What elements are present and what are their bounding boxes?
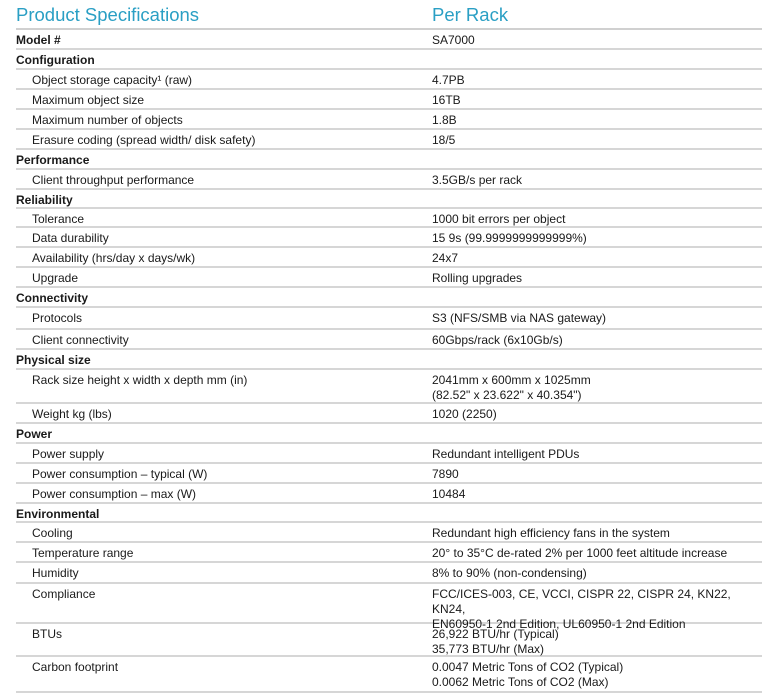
row-value: S3 (NFS/SMB via NAS gateway) xyxy=(432,311,607,325)
section-row: Environmental xyxy=(16,504,762,523)
table-row: Upgrade Rolling upgrades xyxy=(16,268,762,288)
row-value: 1000 bit errors per object xyxy=(432,212,566,226)
row-value: Redundant intelligent PDUs xyxy=(432,447,580,461)
row-label: Object storage capacity¹ (raw) xyxy=(32,73,193,87)
row-label: Protocols xyxy=(32,311,83,325)
table-header: Product Specifications Per Rack xyxy=(16,0,762,30)
row-label: Configuration xyxy=(16,53,95,67)
table-row: Humidity 8% to 90% (non-condensing) xyxy=(16,563,762,584)
spec-table: Model # SA7000 Configuration Object storage… xyxy=(16,30,762,693)
row-label: Physical size xyxy=(16,353,91,367)
row-value: 1020 (2250) xyxy=(432,407,497,421)
row-value: Rolling upgrades xyxy=(432,271,523,285)
row-value: 1.8B xyxy=(432,113,457,127)
row-label: Power xyxy=(16,427,53,441)
row-label: Environmental xyxy=(16,507,100,521)
row-label: Reliability xyxy=(16,193,73,207)
row-value: 60Gbps/rack (6x10Gb/s) xyxy=(432,333,563,347)
table-row: Client throughput performance 3.5GB/s per… xyxy=(16,170,762,190)
page-title: Product Specifications xyxy=(16,4,200,25)
row-label: Rack size height x width x depth mm (in) xyxy=(32,373,248,387)
row-label: Performance xyxy=(16,153,90,167)
row-label: Power supply xyxy=(32,447,105,461)
row-label: Carbon footprint xyxy=(32,660,119,674)
section-row: Reliability xyxy=(16,190,762,209)
row-label: Connectivity xyxy=(16,291,89,305)
table-row: Object storage capacity¹ (raw) 4.7PB xyxy=(16,70,762,90)
table-row: Power consumption – typical (W) 7890 xyxy=(16,464,762,484)
table-row: Data durability 15 9s (99.9999999999999%) xyxy=(16,228,762,248)
row-label: Weight kg (lbs) xyxy=(32,407,112,421)
table-row: Rack size height x width x depth mm (in)… xyxy=(16,370,762,404)
table-row: Power consumption – max (W) 10484 xyxy=(16,484,762,504)
row-value: FCC/ICES-003, CE, VCCI, CISPR 22, CISPR … xyxy=(432,587,731,631)
section-row: Performance xyxy=(16,150,762,170)
row-label: Client throughput performance xyxy=(32,173,195,187)
row-label: Model # xyxy=(16,33,61,47)
row-label: Power consumption – typical (W) xyxy=(32,467,208,481)
row-label: Client connectivity xyxy=(32,333,129,347)
row-label: Availability (hrs/day x days/wk) xyxy=(32,251,196,265)
table-row: Temperature range 20° to 35°C de-rated 2%… xyxy=(16,543,762,563)
table-row: Tolerance 1000 bit errors per object xyxy=(16,209,762,228)
row-label: Humidity xyxy=(32,566,79,580)
row-value: 2041mm x 600mm x 1025mm (82.52" x 23.622… xyxy=(432,373,591,402)
section-row: Power xyxy=(16,424,762,444)
table-row: Maximum object size 16TB xyxy=(16,90,762,110)
row-label: Tolerance xyxy=(32,212,85,226)
row-label: Power consumption – max (W) xyxy=(32,487,197,501)
row-label: Cooling xyxy=(32,526,73,540)
table-row: BTUs 26,922 BTU/hr (Typical) 35,773 BTU/h… xyxy=(16,624,762,657)
row-label: Compliance xyxy=(32,587,96,601)
row-value: Redundant high efficiency fans in the sy… xyxy=(432,526,670,540)
row-label: BTUs xyxy=(32,627,62,641)
row-label: Upgrade xyxy=(32,271,79,285)
table-row: Client connectivity 60Gbps/rack (6x10Gb/s… xyxy=(16,330,762,350)
row-label: Maximum number of objects xyxy=(32,113,183,127)
row-value: 18/5 xyxy=(432,133,456,147)
row-label: Erasure coding (spread width/ disk safet… xyxy=(32,133,256,147)
row-label: Maximum object size xyxy=(32,93,145,107)
row-value: 10484 xyxy=(432,487,466,501)
section-row: Connectivity xyxy=(16,288,762,308)
table-row: Erasure coding (spread width/ disk safet… xyxy=(16,130,762,150)
section-row: Physical size xyxy=(16,350,762,370)
row-value: SA7000 xyxy=(432,33,475,47)
table-row: Carbon footprint 0.0047 Metric Tons of CO… xyxy=(16,657,762,693)
row-value: 3.5GB/s per rack xyxy=(432,173,523,187)
row-value: 24x7 xyxy=(432,251,459,265)
column-header: Per Rack xyxy=(432,4,509,25)
table-row: Maximum number of objects 1.8B xyxy=(16,110,762,130)
table-row: Weight kg (lbs) 1020 (2250) xyxy=(16,404,762,424)
table-row: Availability (hrs/day x days/wk) 24x7 xyxy=(16,248,762,268)
table-row: Power supply Redundant intelligent PDUs xyxy=(16,444,762,464)
section-row: Configuration xyxy=(16,50,762,70)
row-value: 15 9s (99.9999999999999%) xyxy=(432,231,587,245)
row-label: Data durability xyxy=(32,231,109,245)
row-value: 0.0047 Metric Tons of CO2 (Typical) 0.00… xyxy=(432,660,624,689)
row-value: 8% to 90% (non-condensing) xyxy=(432,566,587,580)
row-value: 20° to 35°C de-rated 2% per 1000 feet al… xyxy=(432,546,728,560)
row-value: 16TB xyxy=(432,93,461,107)
section-row: Model # SA7000 xyxy=(16,30,762,50)
table-row: Protocols S3 (NFS/SMB via NAS gateway) xyxy=(16,308,762,330)
row-label: Temperature range xyxy=(32,546,134,560)
row-value: 7890 xyxy=(432,467,459,481)
row-value: 4.7PB xyxy=(432,73,465,87)
table-row: Compliance FCC/ICES-003, CE, VCCI, CISPR … xyxy=(16,584,762,631)
row-value: 26,922 BTU/hr (Typical) 35,773 BTU/hr (M… xyxy=(432,627,559,656)
table-row: Cooling Redundant high efficiency fans in… xyxy=(16,523,762,543)
